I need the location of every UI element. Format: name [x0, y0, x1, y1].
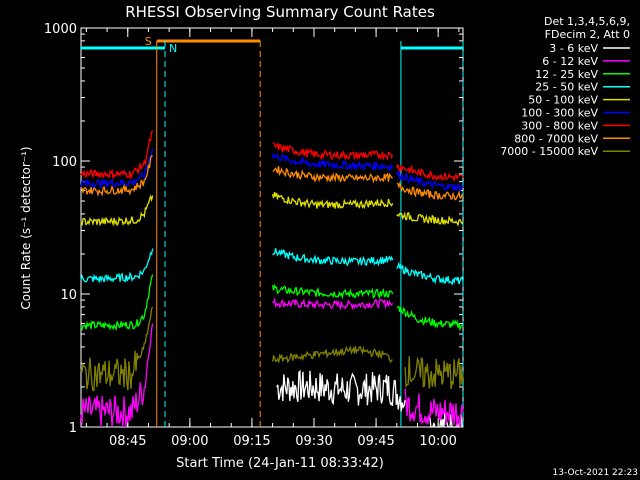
legend-item-0: 3 - 6 keV — [549, 42, 630, 55]
series-line-2-2 — [396, 305, 464, 332]
legend-label: 100 - 300 keV — [521, 107, 598, 120]
y-tick-label: 1000 — [44, 22, 77, 37]
legend-label: 50 - 100 keV — [528, 94, 598, 107]
series-line-8-1 — [271, 345, 393, 364]
night-label: N — [169, 42, 177, 55]
x-tick-label: 10:00 — [419, 434, 456, 449]
series-line-7-0 — [80, 154, 153, 197]
series-line-3-1 — [272, 248, 394, 267]
legend-label: 12 - 25 keV — [535, 68, 598, 81]
series-8 — [80, 306, 464, 392]
y-axis-label: Count Rate (s⁻¹ detector⁻¹) — [19, 146, 33, 309]
series-line-8-0 — [80, 306, 154, 392]
saa-label: S — [145, 35, 152, 48]
series-line-0-0 — [276, 369, 406, 412]
series-2 — [80, 274, 464, 332]
x-tick-label: 09:00 — [171, 434, 208, 449]
x-tick-label: 09:15 — [233, 434, 270, 449]
series-line-3-0 — [80, 248, 154, 284]
series-line-1-2 — [404, 388, 464, 428]
series-line-1-0 — [80, 323, 154, 428]
series-line-2-0 — [80, 274, 154, 332]
legend-header-line-2: FDecim 2, Att 0 — [545, 28, 630, 41]
y-tick-label: 1 — [69, 421, 77, 436]
legend-item-1: 6 - 12 keV — [542, 55, 630, 68]
x-tick-label: 08:45 — [109, 434, 146, 449]
legend-header-line-1: Det 1,3,4,5,6,9, — [544, 15, 630, 28]
legend-label: 3 - 6 keV — [549, 42, 598, 55]
series-1 — [80, 297, 464, 428]
series-7 — [80, 154, 464, 201]
plot-frame — [80, 27, 464, 428]
series-line-5-1 — [271, 152, 394, 172]
series-line-2-1 — [271, 283, 394, 300]
y-tick-label: 10 — [60, 288, 77, 303]
plot-area: 1 10 100 1000 08:45 09:00 09:15 09:30 09:45 10:00… — [44, 22, 464, 449]
series-6 — [80, 130, 464, 183]
timestamp: 13-Oct-2021 22:23 — [553, 468, 638, 478]
series-line-1-1 — [272, 297, 394, 311]
series-line-3-2 — [396, 261, 464, 286]
legend-item-7: 800 - 7000 keV — [514, 132, 630, 145]
legend-item-2: 12 - 25 keV — [535, 68, 630, 81]
legend-item-3: 25 - 50 keV — [535, 81, 630, 94]
series-5 — [80, 147, 464, 194]
x-axis-label: Start Time (24-Jan-11 08:33:42) — [176, 456, 384, 471]
x-tick-label: 09:30 — [295, 434, 332, 449]
series-line-4-2 — [396, 211, 464, 227]
chart-title: RHESSI Observing Summary Count Rates — [125, 3, 435, 21]
series-line-6-0 — [80, 130, 154, 181]
legend-item-8: 7000 - 15000 keV — [500, 145, 630, 158]
series-3 — [80, 248, 464, 286]
series-4 — [80, 192, 464, 227]
series-line-6-1 — [272, 142, 394, 161]
legend-label: 7000 - 15000 keV — [500, 145, 598, 158]
series-line-7-1 — [272, 166, 394, 184]
legend-label: 800 - 7000 keV — [514, 132, 598, 145]
legend-label: 25 - 50 keV — [535, 81, 598, 94]
legend: Det 1,3,4,5,6,9, FDecim 2, Att 0 3 - 6 k… — [500, 15, 630, 158]
series-line-4-1 — [271, 192, 394, 210]
legend-label: 6 - 12 keV — [542, 55, 598, 68]
series-line-8-2 — [404, 356, 464, 390]
legend-item-4: 50 - 100 keV — [528, 94, 630, 107]
legend-item-5: 100 - 300 keV — [521, 107, 630, 120]
series-line-7-2 — [396, 181, 464, 201]
series-line-5-0 — [80, 147, 154, 189]
series-line-4-0 — [80, 194, 154, 227]
legend-label: 300 - 800 keV — [521, 119, 598, 132]
y-tick-label: 100 — [52, 155, 77, 170]
x-tick-label: 09:45 — [357, 434, 394, 449]
series-line-5-2 — [396, 171, 464, 194]
series-line-6-2 — [396, 164, 464, 183]
legend-item-6: 300 - 800 keV — [521, 119, 630, 132]
